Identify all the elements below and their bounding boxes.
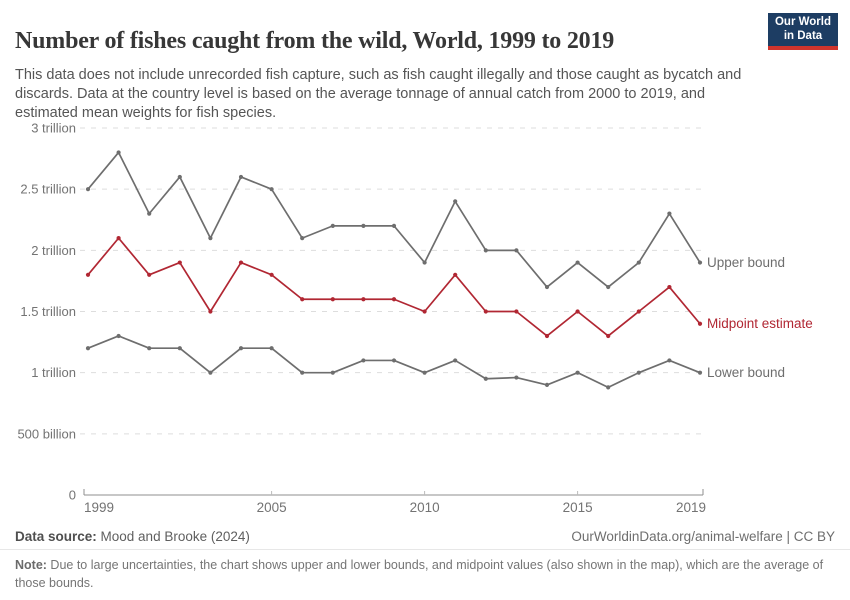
data-point-midpoint-estimate-2007[interactable]: [330, 297, 335, 302]
data-point-lower-bound-2018[interactable]: [667, 358, 672, 363]
data-point-upper-bound-2008[interactable]: [361, 223, 366, 228]
data-point-upper-bound-2007[interactable]: [330, 223, 335, 228]
note-text: Due to large uncertainties, the chart sh…: [15, 558, 824, 591]
data-point-midpoint-estimate-2018[interactable]: [667, 284, 672, 290]
data-point-upper-bound-2016[interactable]: [606, 284, 611, 290]
data-point-midpoint-estimate-2005[interactable]: [269, 272, 274, 277]
series-label-upper-bound: Upper bound: [707, 255, 785, 270]
data-point-lower-bound-2015[interactable]: [575, 370, 580, 375]
y-tick-label: 500 billion: [17, 426, 76, 441]
footer-source-row: Data source: Mood and Brooke (2024) OurW…: [15, 529, 835, 544]
data-point-upper-bound-2001[interactable]: [147, 211, 152, 216]
x-tick-label: 2010: [410, 500, 440, 515]
data-point-upper-bound-2013[interactable]: [514, 248, 519, 253]
data-point-lower-bound-2011[interactable]: [453, 358, 458, 363]
data-point-midpoint-estimate-2009[interactable]: [391, 297, 397, 302]
data-point-upper-bound-2019[interactable]: [697, 260, 703, 265]
data-point-lower-bound-2006[interactable]: [300, 370, 305, 375]
y-tick-label: 0: [69, 488, 76, 503]
data-point-upper-bound-2006[interactable]: [300, 236, 305, 241]
chart-subtitle: This data does not include unrecorded fi…: [15, 66, 742, 121]
x-tick-label: 2015: [563, 500, 593, 515]
owid-logo-line2: in Data: [783, 29, 823, 42]
data-point-lower-bound-2019[interactable]: [697, 370, 703, 375]
line-chart[interactable]: 0 500 billion 1 trillion 1.5 trillion 2 tril…: [0, 115, 850, 515]
y-tick-label: 3 trillion: [31, 121, 76, 136]
data-point-midpoint-estimate-2016[interactable]: [606, 333, 611, 339]
data-point-lower-bound-2002[interactable]: [177, 346, 182, 351]
footer-note: Note: Due to large uncertainties, the ch…: [0, 549, 850, 592]
data-source: Data source: Mood and Brooke (2024): [15, 529, 250, 544]
page-title: Number of fishes caught from the wild, W…: [15, 28, 615, 55]
x-tick-label: 2019: [676, 500, 706, 515]
data-point-lower-bound-2012[interactable]: [483, 376, 488, 381]
y-tick-label: 1.5 trillion: [20, 304, 76, 319]
chart-canvas[interactable]: 0 500 billion 1 trillion 1.5 trillion 2 tril…: [0, 115, 850, 515]
data-point-upper-bound-2004[interactable]: [238, 174, 244, 180]
data-point-upper-bound-2015[interactable]: [575, 260, 580, 265]
data-point-upper-bound-2009[interactable]: [391, 223, 397, 228]
data-point-midpoint-estimate-2008[interactable]: [361, 297, 366, 302]
owid-logo-line1: Our World: [774, 15, 831, 28]
attribution-link[interactable]: OurWorldinData.org/animal-welfare | CC B…: [571, 529, 835, 544]
data-source-label: Data source:: [15, 529, 97, 544]
series-label-midpoint-estimate: Midpoint estimate: [707, 316, 813, 331]
data-source-value: Mood and Brooke (2024): [96, 529, 250, 544]
data-point-upper-bound-1999[interactable]: [85, 187, 91, 192]
data-point-midpoint-estimate-2019[interactable]: [697, 321, 703, 326]
data-point-lower-bound-2004[interactable]: [238, 346, 244, 351]
data-point-lower-bound-2000[interactable]: [116, 333, 121, 339]
data-point-lower-bound-2017[interactable]: [636, 370, 641, 375]
data-point-lower-bound-2014[interactable]: [544, 382, 550, 388]
data-point-upper-bound-2012[interactable]: [483, 248, 488, 253]
data-point-lower-bound-2013[interactable]: [514, 375, 519, 380]
data-point-midpoint-estimate-2012[interactable]: [483, 309, 488, 314]
data-point-upper-bound-2010[interactable]: [422, 260, 427, 265]
data-point-midpoint-estimate-2015[interactable]: [575, 309, 580, 314]
data-point-midpoint-estimate-2000[interactable]: [116, 236, 121, 241]
data-point-lower-bound-2016[interactable]: [606, 385, 611, 390]
y-tick-label: 2.5 trillion: [20, 182, 76, 197]
data-point-midpoint-estimate-2010[interactable]: [422, 309, 427, 314]
data-point-midpoint-estimate-2006[interactable]: [300, 297, 305, 302]
data-point-lower-bound-2008[interactable]: [361, 358, 366, 363]
y-tick-label: 1 trillion: [31, 365, 76, 380]
data-point-midpoint-estimate-2013[interactable]: [514, 309, 519, 314]
data-point-upper-bound-2000[interactable]: [116, 150, 121, 155]
owid-logo[interactable]: Our World in Data: [768, 13, 838, 50]
series-label-lower-bound: Lower bound: [707, 365, 785, 380]
data-point-lower-bound-2007[interactable]: [330, 370, 335, 375]
data-point-upper-bound-2002[interactable]: [177, 174, 182, 180]
x-tick-label: 2005: [257, 500, 287, 515]
data-point-upper-bound-2018[interactable]: [667, 211, 672, 216]
data-point-midpoint-estimate-2017[interactable]: [636, 309, 641, 314]
data-point-upper-bound-2017[interactable]: [636, 260, 641, 265]
data-point-upper-bound-2003[interactable]: [208, 236, 213, 241]
data-point-lower-bound-2009[interactable]: [391, 358, 397, 363]
data-point-upper-bound-2011[interactable]: [453, 199, 458, 204]
data-point-upper-bound-2005[interactable]: [269, 187, 274, 192]
data-point-lower-bound-1999[interactable]: [85, 346, 91, 351]
data-point-lower-bound-2005[interactable]: [269, 346, 274, 351]
data-point-midpoint-estimate-2003[interactable]: [208, 309, 213, 314]
series-line-upper-bound[interactable]: [87, 151, 701, 288]
data-point-lower-bound-2003[interactable]: [208, 370, 213, 375]
data-point-lower-bound-2010[interactable]: [422, 370, 427, 375]
data-point-midpoint-estimate-2001[interactable]: [147, 272, 152, 277]
note-label: Note:: [15, 558, 47, 572]
data-point-midpoint-estimate-2014[interactable]: [544, 333, 550, 339]
data-point-lower-bound-2001[interactable]: [147, 346, 152, 351]
x-tick-label: 1999: [84, 500, 114, 515]
data-point-upper-bound-2014[interactable]: [544, 284, 550, 290]
y-tick-label: 2 trillion: [31, 243, 76, 258]
data-point-midpoint-estimate-2011[interactable]: [453, 272, 458, 277]
data-point-midpoint-estimate-1999[interactable]: [85, 272, 91, 277]
data-point-midpoint-estimate-2004[interactable]: [238, 260, 244, 265]
data-point-midpoint-estimate-2002[interactable]: [177, 260, 182, 265]
